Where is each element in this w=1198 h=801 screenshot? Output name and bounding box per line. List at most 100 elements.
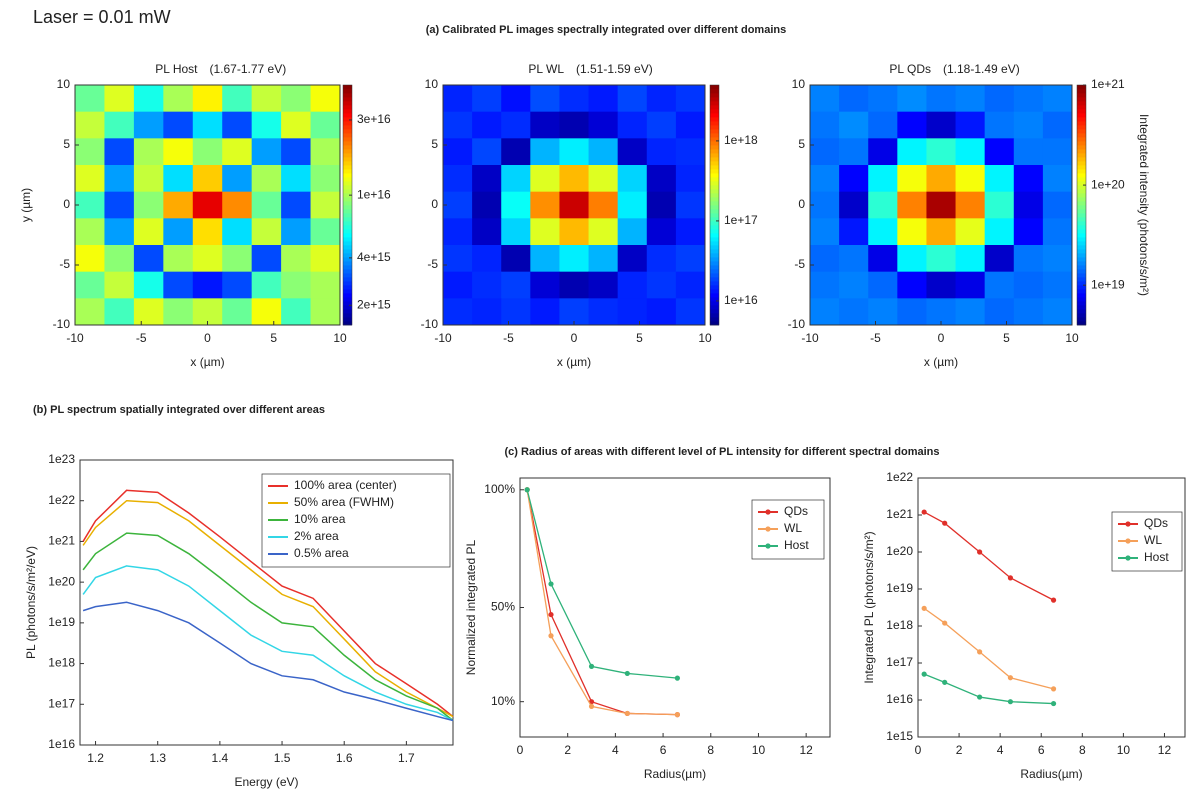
point bbox=[921, 509, 927, 515]
x-tick-label: 2 bbox=[956, 743, 963, 757]
heat-cell bbox=[133, 271, 164, 299]
point bbox=[624, 670, 630, 677]
colorbar-step bbox=[710, 313, 719, 318]
x-axis-label: x (µm) bbox=[190, 355, 224, 369]
colorbar-step bbox=[710, 309, 719, 314]
colorbar-step bbox=[1077, 321, 1086, 326]
heat-cell bbox=[133, 138, 164, 166]
x-tick-label: 10 bbox=[1117, 743, 1131, 757]
heat-cell bbox=[926, 218, 957, 246]
colorbar-step bbox=[1077, 233, 1086, 238]
colorbar-step bbox=[1077, 109, 1086, 114]
heat-cell bbox=[839, 218, 869, 246]
heat-cell bbox=[163, 298, 194, 326]
x-tick-label: 0 bbox=[915, 743, 922, 757]
colorbar-step bbox=[343, 173, 352, 178]
colorbar-step bbox=[1077, 121, 1086, 126]
colorbar-step bbox=[710, 93, 719, 98]
heat-cell bbox=[443, 165, 473, 193]
legend-label: 100% area (center) bbox=[294, 478, 397, 492]
heat-cell bbox=[75, 245, 105, 273]
plot-frame bbox=[809, 84, 1073, 326]
heat-cell bbox=[617, 138, 648, 166]
colorbar-step bbox=[710, 273, 719, 278]
heat-cell bbox=[472, 218, 502, 246]
heat-cell bbox=[1042, 191, 1073, 219]
x-tick-label: 10 bbox=[1065, 331, 1079, 345]
point bbox=[977, 549, 983, 555]
heat-cell bbox=[501, 111, 531, 139]
colorbar-step bbox=[710, 145, 719, 150]
legend-label: 10% area bbox=[294, 512, 346, 526]
colorbar-step bbox=[710, 89, 719, 94]
heat-cell bbox=[646, 111, 677, 139]
colorbar-step bbox=[343, 145, 352, 150]
colorbar-step bbox=[710, 121, 719, 126]
colorbar-step bbox=[1077, 85, 1086, 90]
y-tick-label: 5 bbox=[798, 137, 805, 151]
heat-cell bbox=[104, 245, 135, 273]
colorbar-step bbox=[710, 289, 719, 294]
colorbar-step bbox=[343, 89, 352, 94]
heat-cell bbox=[955, 271, 986, 299]
colorbar-step bbox=[343, 233, 352, 238]
y-tick-label: 1e19 bbox=[48, 615, 75, 629]
legend-label: QDs bbox=[1144, 516, 1168, 530]
heat-cell bbox=[443, 271, 473, 299]
y-axis-label: Normalized integrated PL bbox=[464, 539, 478, 675]
heat-cell bbox=[163, 191, 194, 219]
heat-cell bbox=[530, 138, 560, 166]
colorbar-step bbox=[1077, 269, 1086, 274]
colorbar-step bbox=[710, 113, 719, 118]
colorbar-step bbox=[1077, 305, 1086, 310]
colorbar-step bbox=[343, 101, 352, 106]
heat-cell bbox=[472, 271, 502, 299]
colorbar-tick-label: 1e+17 bbox=[724, 213, 758, 227]
colorbar-step bbox=[1077, 97, 1086, 102]
colorbar-step bbox=[343, 201, 352, 206]
colorbar-step bbox=[1077, 193, 1086, 198]
heat-cell bbox=[897, 138, 927, 166]
colorbar-step bbox=[710, 277, 719, 282]
y-tick-label: 1e21 bbox=[886, 507, 913, 521]
heat-cell bbox=[310, 271, 341, 299]
heat-cell bbox=[810, 85, 840, 113]
colorbar-step bbox=[343, 289, 352, 294]
x-tick-label: -10 bbox=[434, 331, 452, 345]
heat-cell bbox=[984, 111, 1015, 139]
colorbar-step bbox=[1077, 209, 1086, 214]
heat-cell bbox=[810, 111, 840, 139]
heat-cell bbox=[443, 138, 473, 166]
heat-cell bbox=[1013, 165, 1044, 193]
colorbar-step bbox=[1077, 273, 1086, 278]
heat-cell bbox=[251, 111, 282, 139]
y-tick-label: 1e17 bbox=[886, 655, 913, 669]
heat-cell bbox=[472, 298, 502, 326]
heat-cell bbox=[1042, 245, 1073, 273]
y-tick-label: -10 bbox=[788, 317, 806, 331]
colorbar-step bbox=[1077, 229, 1086, 234]
heat-cell bbox=[926, 165, 957, 193]
y-tick-label: 1e20 bbox=[48, 574, 75, 588]
colorbar-step bbox=[343, 161, 352, 166]
heat-cell bbox=[133, 218, 164, 246]
point bbox=[1050, 686, 1057, 692]
colorbar-step bbox=[710, 149, 719, 154]
heat-cell bbox=[617, 191, 648, 219]
point bbox=[548, 611, 554, 618]
colorbar-step bbox=[710, 245, 719, 250]
y-tick-label: 0 bbox=[63, 197, 70, 211]
heat-cell bbox=[192, 85, 223, 113]
heat-cell bbox=[955, 218, 986, 246]
x-tick-label: 1.7 bbox=[398, 751, 415, 765]
heat-cell bbox=[251, 85, 282, 113]
x-tick-label: 0 bbox=[571, 331, 578, 345]
colorbar-tick-label: 1e+20 bbox=[1091, 177, 1125, 191]
panel-title: (a) Calibrated PL images spectrally inte… bbox=[426, 24, 786, 36]
colorbar-step bbox=[1077, 217, 1086, 222]
colorbar-step bbox=[1077, 249, 1086, 254]
colorbar-step bbox=[343, 85, 352, 90]
colorbar-step bbox=[343, 313, 352, 318]
colorbar-step bbox=[343, 261, 352, 266]
